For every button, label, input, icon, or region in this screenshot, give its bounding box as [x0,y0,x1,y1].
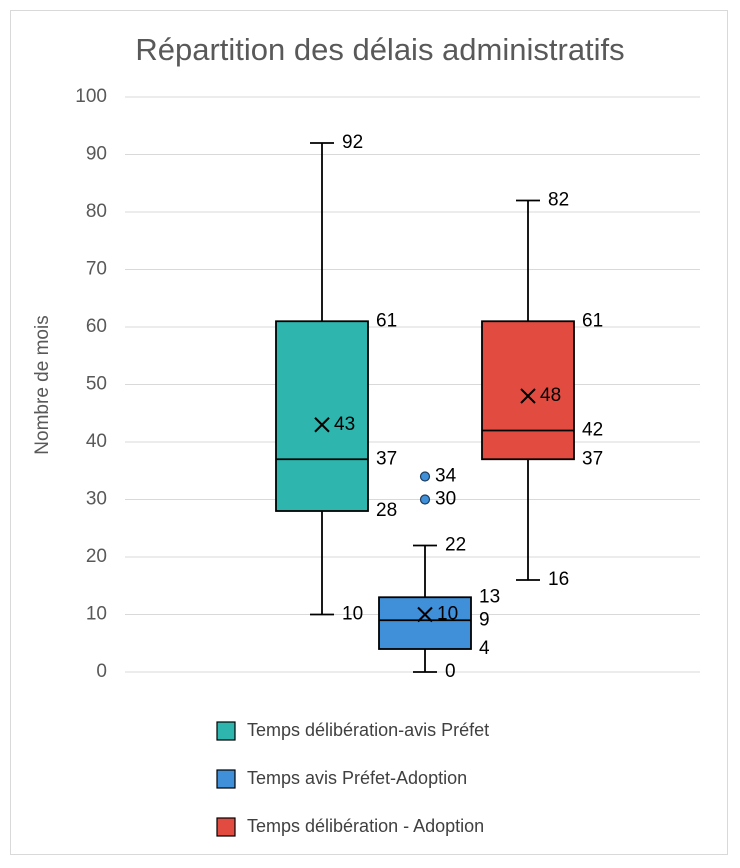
chart-frame [10,10,728,855]
median-label: 9 [479,609,490,630]
y-tick-label: 40 [86,431,107,452]
y-tick-label: 0 [96,661,107,682]
mean-marker [520,388,536,404]
y-tick-label: 10 [86,604,107,625]
box-1: 92 10 61 37 28 43 [275,132,397,625]
outlier-point [419,494,431,505]
legend-label: Temps délibération - Adoption [247,816,484,836]
y-tick-label: 60 [86,316,107,337]
q3-label: 13 [479,586,500,607]
iqr-box [481,320,575,461]
outlier-point [419,471,431,482]
gridlines [125,96,700,673]
y-tick-label: 90 [86,144,107,165]
y-tick-label: 70 [86,259,107,280]
q1-label: 28 [376,500,397,521]
y-tick-label: 30 [86,489,107,510]
y-tick-label: 80 [86,201,107,222]
min-label: 16 [548,569,569,590]
legend: Temps délibération-avis Préfet Temps avis… [216,720,489,837]
max-label: 22 [445,535,466,556]
outlier-label: 34 [435,466,457,487]
min-label: 0 [445,661,456,682]
y-axis-ticks: 0 10 20 30 40 50 60 70 80 90 100 [75,86,107,682]
legend-swatch [216,769,236,789]
y-tick-label: 20 [86,546,107,567]
mean-label: 48 [540,385,561,406]
mean-marker [417,606,433,623]
legend-label: Temps délibération-avis Préfet [247,720,489,740]
q3-label: 61 [376,310,397,331]
legend-swatch [216,817,236,837]
legend-label: Temps avis Préfet-Adoption [247,768,467,788]
median-label: 37 [376,448,397,469]
box-3: 82 16 61 42 37 48 [481,190,603,590]
mean-label: 43 [334,414,355,435]
y-tick-label: 100 [75,86,107,107]
q1-label: 4 [479,638,490,659]
median-label: 42 [582,420,603,441]
min-label: 10 [342,604,363,625]
q3-label: 61 [582,310,603,331]
mean-marker [314,417,330,433]
q1-label: 37 [582,448,603,469]
outlier-label: 30 [435,489,456,510]
y-axis-label: Nombre de mois [32,315,53,454]
legend-swatch [216,721,236,741]
iqr-box [275,320,369,512]
max-label: 82 [548,190,569,211]
iqr-box [378,596,472,650]
y-tick-label: 50 [86,374,107,395]
chart-title: Répartition des délais administratifs [135,32,624,67]
max-label: 92 [342,132,363,153]
mean-label: 10 [437,604,458,625]
